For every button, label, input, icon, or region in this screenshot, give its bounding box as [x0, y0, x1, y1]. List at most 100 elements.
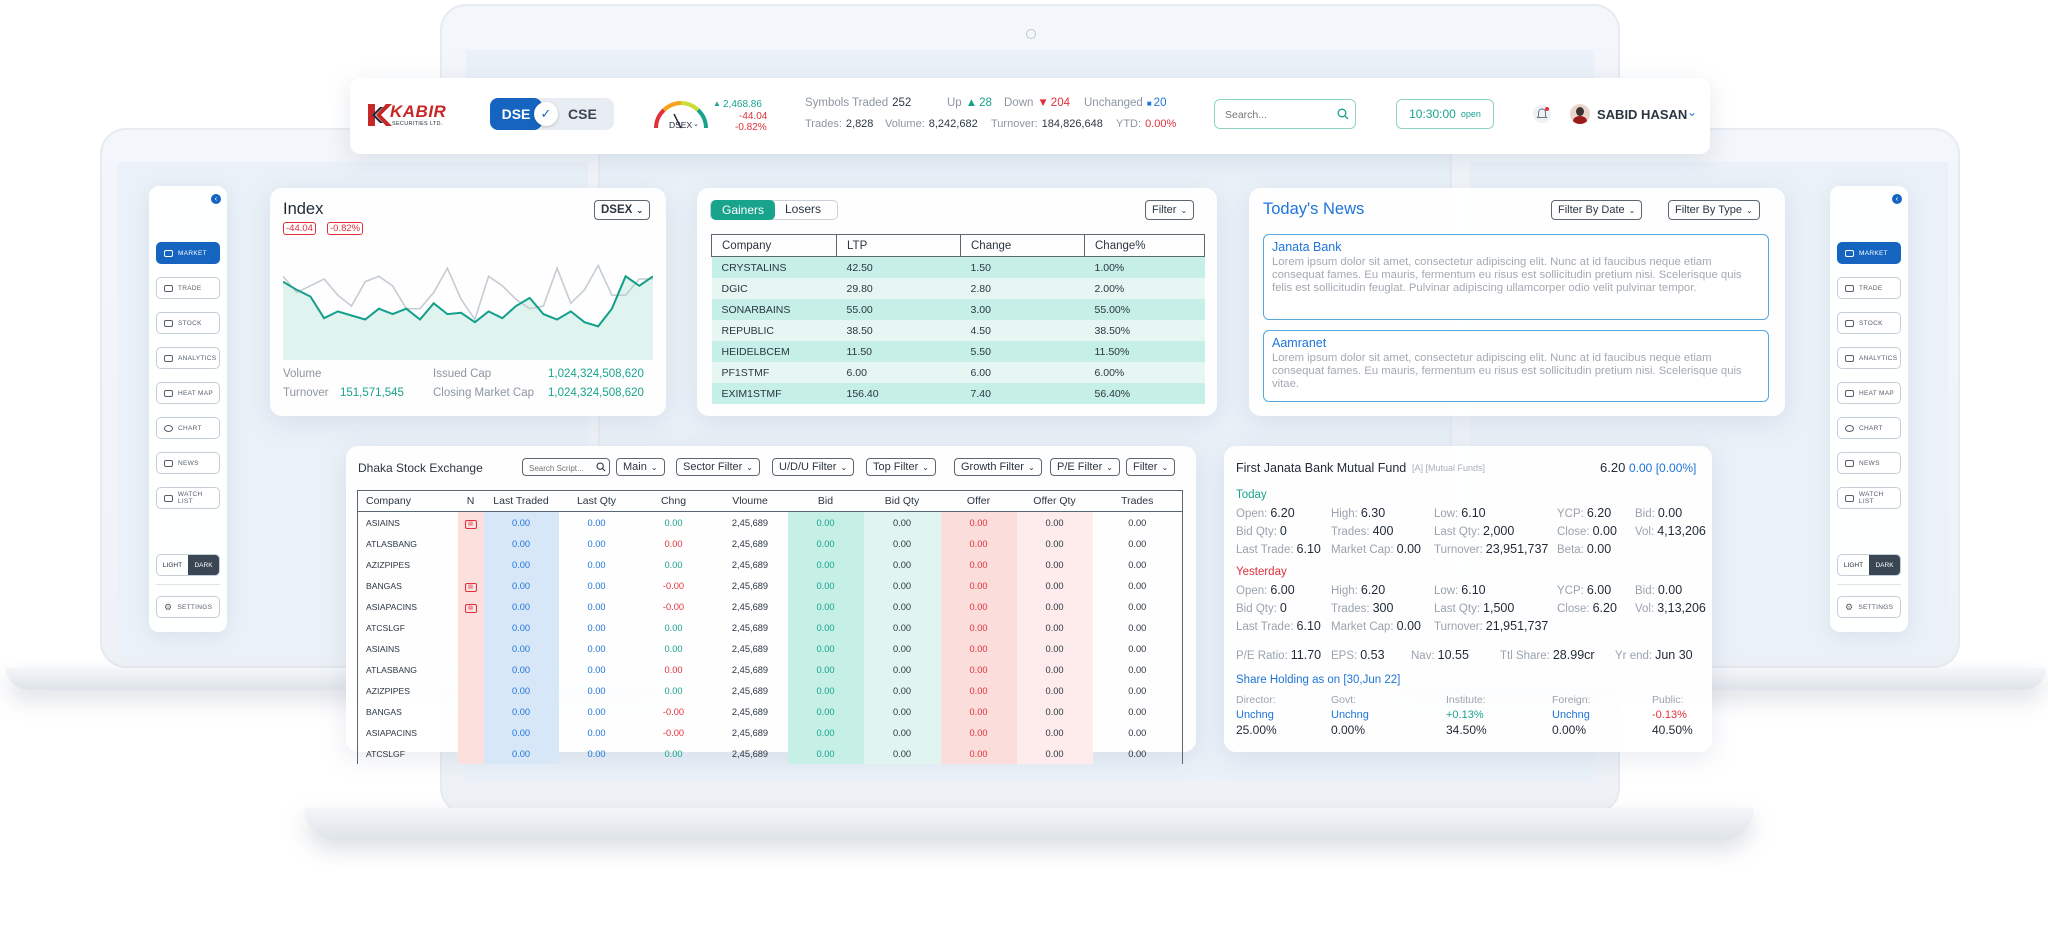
- sidebar-item-stock[interactable]: STOCK: [1837, 312, 1901, 334]
- script-search-input[interactable]: [527, 461, 595, 475]
- collapse-icon[interactable]: ‹: [211, 194, 221, 204]
- col-trades[interactable]: Trades: [1092, 490, 1183, 512]
- col-last-traded[interactable]: Last Traded: [483, 490, 559, 512]
- table-row[interactable]: ATCSLGF 0.00 0.00 0.00 2,45,689 0.00 0.00 0.00 0…: [358, 743, 1183, 764]
- tab-losers[interactable]: Losers: [785, 202, 822, 216]
- table-row[interactable]: ASIAINS 0.00 0.00 0.00 2,45,689 0.00 0.00 0.00 0…: [358, 638, 1183, 659]
- cse-option[interactable]: CSE: [568, 106, 597, 122]
- sidebar-item-heat-map[interactable]: HEAT MAP: [156, 382, 220, 404]
- table-row[interactable]: ASIAINS ▤ 0.00 0.00 0.00 2,45,689 0.00 0.00 0.00…: [358, 511, 1183, 533]
- filter-sector[interactable]: Sector Filter ⌄: [676, 458, 760, 476]
- filter-generic[interactable]: Filter ⌄: [1126, 458, 1176, 476]
- sidebar-item-chart[interactable]: CHART: [1837, 417, 1901, 439]
- table-row[interactable]: AZIZPIPES 0.00 0.00 0.00 2,45,689 0.00 0.00 0.0…: [358, 680, 1183, 701]
- table-row[interactable]: ATLASBANG 0.00 0.00 0.00 2,45,689 0.00 0.00 0.0…: [358, 659, 1183, 680]
- col-change[interactable]: Change: [960, 234, 1085, 257]
- search-box[interactable]: [1214, 99, 1356, 129]
- theme-toggle[interactable]: LIGHT DARK: [1837, 554, 1901, 576]
- table-row[interactable]: CRYSTALINS 42.50 1.50 1.00%: [711, 256, 1205, 278]
- sidebar-item-trade[interactable]: TRADE: [156, 277, 220, 299]
- collapse-icon[interactable]: ‹: [1892, 194, 1902, 204]
- table-row[interactable]: AZIZPIPES 0.00 0.00 0.00 2,45,689 0.00 0.00 0.0…: [358, 554, 1183, 575]
- col-offer[interactable]: Offer: [940, 490, 1017, 512]
- table-row[interactable]: EXIM1STMF 156.40 7.40 56.40%: [711, 383, 1205, 404]
- news-flag-icon[interactable]: ▤: [464, 582, 477, 592]
- sidebar-item-market[interactable]: MARKET: [1837, 242, 1901, 264]
- filter-main[interactable]: Main ⌄: [616, 458, 665, 476]
- col-chng[interactable]: Chng: [634, 490, 713, 512]
- table-row[interactable]: BANGAS ▤ 0.00 0.00 -0.00 2,45,689 0.00 0.00 0.00…: [358, 575, 1183, 596]
- col-company[interactable]: Company: [711, 234, 837, 257]
- table-row[interactable]: PF1STMF 6.00 6.00 6.00%: [711, 362, 1205, 383]
- col-offer-qty[interactable]: Offer Qty: [1016, 490, 1093, 512]
- sidebar-item-watch-list[interactable]: WATCH LIST: [1837, 487, 1901, 509]
- table-row[interactable]: SONARBAINS 55.00 3.00 55.00%: [711, 299, 1205, 320]
- filter-pe[interactable]: P/E Filter ⌄: [1050, 458, 1120, 476]
- script-search[interactable]: [522, 458, 610, 476]
- brand-logo[interactable]: KABIR SECURITIES LTD.: [366, 100, 456, 130]
- sidebar-item-watch-list[interactable]: WATCH LIST: [156, 487, 220, 509]
- chevron-down-icon[interactable]: ⌄: [1687, 105, 1698, 119]
- search-icon[interactable]: [1337, 108, 1349, 120]
- sidebar-item-analytics[interactable]: ANALYTICS: [1837, 347, 1901, 369]
- sidebar-item-stock[interactable]: STOCK: [156, 312, 220, 334]
- yesterday-bid: Bid: 0.00: [1635, 583, 1683, 597]
- news-item-title[interactable]: Aamranet: [1272, 336, 1327, 350]
- news-flag-icon[interactable]: ▤: [464, 519, 477, 529]
- gainers-filter[interactable]: Filter ⌄: [1145, 200, 1195, 220]
- sidebar-item-news[interactable]: NEWS: [156, 452, 220, 474]
- table-row[interactable]: REPUBLIC 38.50 4.50 38.50%: [711, 320, 1205, 341]
- search-icon[interactable]: [596, 462, 606, 472]
- col-n[interactable]: N: [457, 490, 484, 512]
- tab-gainers[interactable]: Gainers: [711, 200, 775, 220]
- col-ltp[interactable]: LTP: [836, 234, 961, 257]
- sidebar-divider: [156, 584, 220, 585]
- theme-dark[interactable]: DARK: [1869, 555, 1900, 575]
- avatar[interactable]: [1570, 104, 1590, 124]
- filter-udu[interactable]: U/D/U Filter ⌄: [772, 458, 855, 476]
- theme-toggle[interactable]: LIGHT DARK: [156, 554, 220, 576]
- sidebar-item-market[interactable]: MARKET: [156, 242, 220, 264]
- col-last-qty[interactable]: Last Qty: [558, 490, 635, 512]
- table-row[interactable]: ASIAPACINS 0.00 0.00 -0.00 2,45,689 0.00 0.00 0…: [358, 722, 1183, 743]
- theme-dark[interactable]: DARK: [188, 555, 219, 575]
- theme-light[interactable]: LIGHT: [1843, 561, 1864, 569]
- col-bid-qty[interactable]: Bid Qty: [863, 490, 941, 512]
- col-volume[interactable]: Vloume: [712, 490, 788, 512]
- cell-last-qty: 0.00: [587, 727, 606, 738]
- notification-bell[interactable]: [1533, 105, 1551, 123]
- sidebar-item-settings[interactable]: ⚙ SETTINGS: [1837, 596, 1901, 618]
- news-item-title[interactable]: Janata Bank: [1272, 240, 1342, 254]
- user-name[interactable]: SABID HASAN: [1597, 107, 1688, 122]
- filter-by-date[interactable]: Filter By Date ⌄: [1551, 200, 1643, 220]
- table-row[interactable]: ASIAPACINS ▤ 0.00 0.00 -0.00 2,45,689 0.00 0.00…: [358, 596, 1183, 617]
- news-item[interactable]: Aamranet Lorem ipsum dolor sit amet, con…: [1263, 330, 1769, 402]
- table-row[interactable]: BANGAS 0.00 0.00 -0.00 2,45,689 0.00 0.00 0.00 0…: [358, 701, 1183, 722]
- table-row[interactable]: DGIC 29.80 2.80 2.00%: [711, 278, 1205, 299]
- sidebar-item-chart[interactable]: CHART: [156, 417, 220, 439]
- col-company[interactable]: Company: [357, 490, 458, 512]
- col-bid[interactable]: Bid: [787, 490, 864, 512]
- sidebar-item-news[interactable]: NEWS: [1837, 452, 1901, 474]
- cell-trades: 0.00: [1128, 622, 1147, 633]
- exchange-toggle[interactable]: DSE ✓ CSE: [490, 98, 614, 130]
- sidebar-item-trade[interactable]: TRADE: [1837, 277, 1901, 299]
- closing-cap-label: Closing Market Cap: [433, 387, 534, 399]
- chevron-down-icon[interactable]: ⌄: [693, 121, 699, 128]
- filter-growth[interactable]: Growth Filter ⌄: [954, 458, 1042, 476]
- theme-light[interactable]: LIGHT: [162, 561, 183, 569]
- news-flag-icon[interactable]: ▤: [464, 603, 477, 613]
- sidebar-item-heat-map[interactable]: HEAT MAP: [1837, 382, 1901, 404]
- filter-top[interactable]: Top Filter ⌄: [866, 458, 936, 476]
- table-row[interactable]: ATCSLGF 0.00 0.00 0.00 2,45,689 0.00 0.00 0.00 0…: [358, 617, 1183, 638]
- sidebar-item-settings[interactable]: ⚙ SETTINGS: [156, 596, 220, 618]
- index-selector[interactable]: DSEX ⌄: [594, 200, 651, 220]
- col-change-pct[interactable]: Change%: [1084, 234, 1205, 257]
- table-row[interactable]: ATLASBANG 0.00 0.00 0.00 2,45,689 0.00 0.00 0.0…: [358, 533, 1183, 554]
- table-row[interactable]: HEIDELBCEM 11.50 5.50 11.50%: [711, 341, 1205, 362]
- search-input[interactable]: [1223, 105, 1332, 125]
- sidebar-item-analytics[interactable]: ANALYTICS: [156, 347, 220, 369]
- filter-by-type[interactable]: Filter By Type ⌄: [1668, 200, 1760, 220]
- dse-option[interactable]: DSE: [490, 98, 542, 130]
- news-item[interactable]: Janata Bank Lorem ipsum dolor sit amet, …: [1263, 234, 1769, 320]
